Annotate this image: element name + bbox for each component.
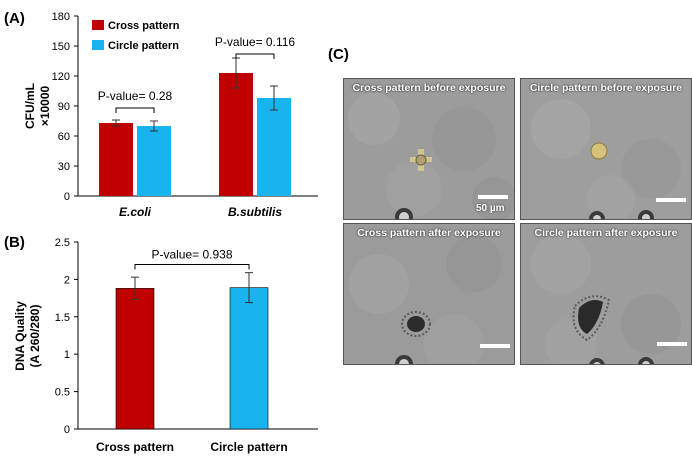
pvalue-label: P-value= 0.116: [215, 35, 295, 49]
micrograph-circle-after: Circle pattern after exposure: [520, 223, 692, 365]
micrograph-image: [344, 224, 514, 364]
chart-b: 0 0.5 1 1.5 2 2.5 DNA Quality (A 260/280) Cross …: [13, 237, 318, 454]
y-tick-label: 30: [58, 161, 70, 173]
x-tick-label: Circle pattern: [210, 440, 287, 454]
pvalue-bracket: [115, 107, 155, 113]
bar-cross-pattern: [99, 123, 133, 196]
pvalue-bracket: [235, 53, 275, 59]
panel-label-c: (C): [328, 46, 349, 63]
y-tick-label: 2: [64, 274, 70, 286]
bar-cross-pattern: [115, 288, 155, 430]
micrograph-title: Cross pattern after exposure: [357, 227, 501, 239]
y-tick-label: 0: [64, 424, 70, 436]
y-tick-label: 120: [52, 71, 70, 83]
micrograph-image: [521, 224, 691, 364]
bar-circle-pattern: [257, 98, 291, 196]
legend-label: Circle pattern: [108, 40, 179, 52]
x-tick-label: B.subtilis: [228, 205, 282, 219]
legend-swatch: [92, 20, 104, 30]
panel-label-b: (B): [4, 234, 25, 251]
micrograph-image: [521, 79, 691, 219]
y-axis-label: CFU/mL: [23, 83, 37, 129]
scale-bar: [478, 195, 508, 199]
scale-bar: [480, 344, 510, 348]
legend-swatch: [92, 40, 104, 50]
y-axis-label: DNA Quality: [13, 301, 27, 371]
y-tick-label: 1.5: [55, 312, 70, 324]
bar-circle-pattern: [229, 287, 269, 430]
y-tick-label: 2.5: [55, 237, 70, 249]
y-tick-label: 0: [64, 191, 70, 203]
bar-circle-pattern: [137, 126, 171, 196]
micrograph-cross-before: Cross pattern before exposure 50 µm: [343, 78, 515, 220]
y-tick-label: 150: [52, 41, 70, 53]
scale-bar: [656, 198, 686, 202]
panel-label-a: (A): [4, 10, 25, 27]
y-tick-label: 60: [58, 131, 70, 143]
legend-label: Cross pattern: [108, 20, 180, 32]
micrograph-cross-after: Cross pattern after exposure: [343, 223, 515, 365]
micrograph-title: Circle pattern before exposure: [529, 82, 683, 94]
y-axis-label-2: (A 260/280): [28, 305, 42, 368]
chart-a: 0 30 60 90 120 150 180 CFU/mL ×10000 E.coli P-valu…: [23, 11, 318, 219]
y-tick-label: 0.5: [55, 387, 70, 399]
scale-bar: [657, 342, 687, 346]
x-tick-label: E.coli: [119, 205, 152, 219]
micrograph-circle-before: Circle pattern before exposure: [520, 78, 692, 220]
micrograph-title: Cross pattern before exposure: [352, 82, 506, 94]
y-tick-label: 90: [58, 101, 70, 113]
pvalue-bracket: [134, 263, 250, 270]
micrograph-title: Circle pattern after exposure: [534, 227, 678, 239]
y-axis-label-2: ×10000: [38, 85, 52, 126]
bar-cross-pattern: [219, 73, 253, 196]
x-tick-label: Cross pattern: [96, 440, 174, 454]
pvalue-label: P-value= 0.938: [151, 247, 232, 261]
scale-bar-label: 50 µm: [476, 203, 505, 214]
y-tick-label: 1: [64, 349, 70, 361]
pvalue-label: P-value= 0.28: [98, 89, 173, 103]
y-tick-label: 180: [52, 11, 70, 23]
